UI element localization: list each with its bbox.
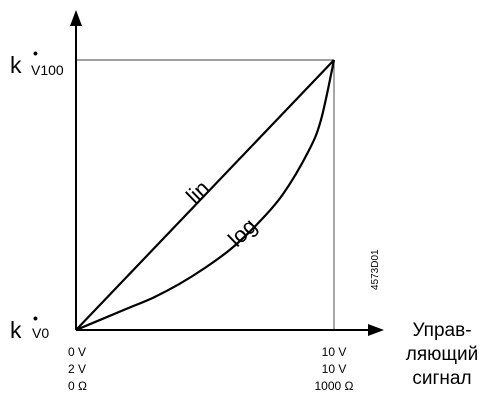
- y-top-sub: V100: [31, 62, 64, 78]
- drawing-code: 4573D01: [370, 249, 381, 290]
- x-start-label-3: 0 Ω: [68, 379, 87, 393]
- x-axis-label-line-1: Управ-: [412, 320, 471, 341]
- y-axis-arrow: [70, 10, 82, 26]
- y-top-k: k: [10, 52, 22, 78]
- x-end-label-3: 1000 Ω: [315, 379, 354, 393]
- series-log-label: log: [223, 213, 261, 251]
- series-lin-line: [75, 59, 335, 331]
- x-end-label-2: 10 V: [322, 362, 347, 376]
- x-start-label-1: 0 V: [68, 345, 86, 359]
- series-lin-label: lin: [181, 175, 214, 208]
- y-bottom-dot: •: [33, 310, 38, 326]
- x-axis-label-line-2: ляющий: [406, 344, 478, 365]
- y-top-dot: •: [33, 45, 38, 61]
- x-start-label-2: 2 V: [68, 362, 86, 376]
- x-axis-label-line-3: сигнал: [412, 368, 471, 389]
- y-bottom-k: k: [10, 317, 22, 343]
- x-end-label-1: 10 V: [322, 345, 347, 359]
- x-axis-arrow: [368, 324, 384, 336]
- y-bottom-sub: V0: [32, 325, 49, 341]
- series-log-line: [75, 59, 336, 332]
